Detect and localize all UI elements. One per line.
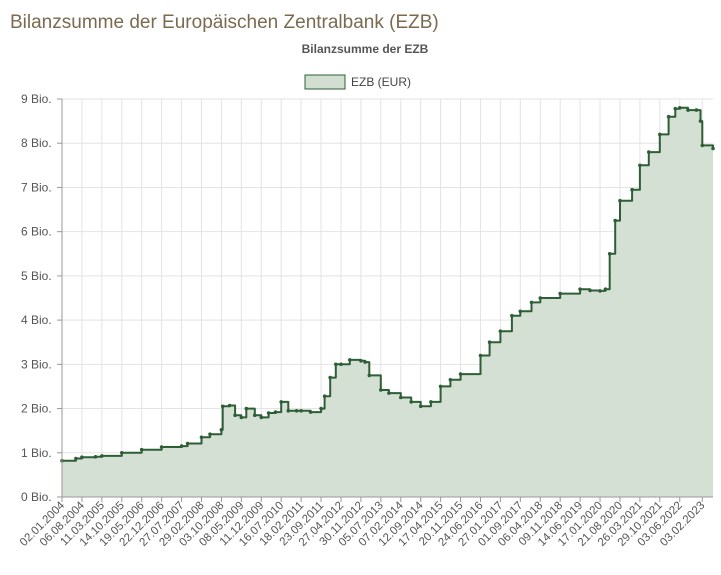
data-point[interactable] [322, 394, 327, 399]
data-point[interactable] [334, 362, 338, 367]
y-tick-label: 6 Bio. [21, 225, 52, 239]
data-point[interactable] [387, 391, 391, 395]
data-point[interactable] [418, 404, 423, 409]
data-point[interactable] [328, 375, 333, 380]
data-point[interactable] [185, 441, 190, 446]
data-point[interactable] [630, 187, 634, 192]
data-point[interactable] [658, 132, 662, 137]
data-point[interactable] [348, 358, 352, 362]
data-point[interactable] [220, 404, 225, 409]
series-points [60, 106, 715, 463]
legend-label: EZB (EUR) [351, 75, 411, 89]
legend-swatch [304, 74, 346, 90]
data-point[interactable] [273, 410, 278, 414]
data-point[interactable] [80, 455, 84, 460]
data-point[interactable] [159, 445, 164, 449]
data-point[interactable] [93, 455, 98, 459]
data-point[interactable] [259, 415, 264, 420]
page-title: Bilanzsumme der Europäischen Zentralbank… [10, 12, 439, 33]
y-tick-label: 4 Bio. [21, 313, 52, 327]
data-point[interactable] [179, 444, 184, 448]
data-point[interactable] [339, 362, 343, 367]
data-point[interactable] [120, 451, 124, 455]
data-point[interactable] [647, 150, 651, 154]
data-point[interactable] [139, 447, 144, 452]
data-point[interactable] [74, 456, 78, 461]
data-point[interactable] [359, 359, 363, 363]
data-point[interactable] [319, 406, 323, 411]
data-point[interactable] [666, 114, 671, 119]
y-tick-label: 3 Bio. [21, 357, 52, 371]
data-point[interactable] [308, 410, 313, 414]
data-point[interactable] [510, 313, 514, 318]
data-point[interactable] [100, 454, 104, 458]
data-point[interactable] [673, 106, 678, 111]
data-point[interactable] [678, 106, 682, 110]
data-point[interactable] [607, 252, 612, 256]
y-tick-label: 1 Bio. [21, 446, 52, 460]
data-point[interactable] [219, 428, 224, 432]
data-point[interactable] [363, 360, 367, 364]
data-point[interactable] [578, 287, 582, 292]
data-point[interactable] [638, 163, 642, 168]
data-point[interactable] [598, 289, 602, 293]
data-point[interactable] [618, 198, 622, 203]
data-point[interactable] [538, 296, 543, 300]
legend[interactable]: EZB (EUR) [304, 74, 411, 90]
data-point[interactable] [266, 411, 271, 415]
data-point[interactable] [299, 409, 303, 413]
data-point[interactable] [409, 400, 414, 404]
data-point[interactable] [448, 378, 453, 382]
data-point[interactable] [399, 395, 403, 400]
data-point[interactable] [698, 119, 703, 123]
data-point[interactable] [379, 388, 383, 392]
data-point[interactable] [199, 435, 204, 440]
data-point[interactable] [286, 409, 291, 413]
y-axis-ticks: 0 Bio. 1 Bio. 2 Bio. 3 Bio. 4 Bio. 5 Bio. 6 Bi… [21, 92, 62, 504]
data-point[interactable] [694, 108, 699, 112]
data-point[interactable] [588, 288, 592, 293]
data-point[interactable] [498, 329, 503, 334]
data-point[interactable] [208, 432, 212, 437]
data-point[interactable] [518, 309, 523, 314]
chart-title: Bilanzsumme der EZB [302, 42, 429, 56]
y-tick-label: 7 Bio. [21, 180, 52, 194]
data-point[interactable] [686, 108, 690, 112]
data-point[interactable] [487, 340, 492, 345]
data-point[interactable] [603, 287, 608, 292]
y-tick-label: 9 Bio. [21, 92, 52, 106]
x-axis-ticks: 02.01.200406.08.200411.03.200514.10.2005… [18, 497, 707, 549]
y-tick-label: 5 Bio. [21, 269, 52, 283]
data-point[interactable] [367, 373, 372, 378]
data-point[interactable] [529, 300, 534, 305]
data-point[interactable] [279, 400, 284, 404]
data-point[interactable] [239, 415, 244, 420]
data-point[interactable] [711, 146, 715, 151]
data-point[interactable] [458, 372, 463, 376]
data-point[interactable] [294, 409, 299, 413]
data-point[interactable] [227, 403, 232, 408]
y-tick-label: 2 Bio. [21, 402, 52, 416]
data-point[interactable] [613, 218, 617, 223]
data-point[interactable] [438, 384, 443, 389]
data-point[interactable] [253, 413, 257, 418]
data-point[interactable] [700, 143, 705, 148]
data-point[interactable] [429, 400, 433, 404]
data-point[interactable] [478, 353, 483, 358]
data-point[interactable] [558, 291, 562, 296]
series-area-fill [62, 107, 713, 498]
data-point[interactable] [233, 413, 237, 418]
data-point[interactable] [244, 406, 249, 411]
y-tick-label: 8 Bio. [21, 136, 52, 150]
y-tick-label: 0 Bio. [21, 490, 52, 504]
